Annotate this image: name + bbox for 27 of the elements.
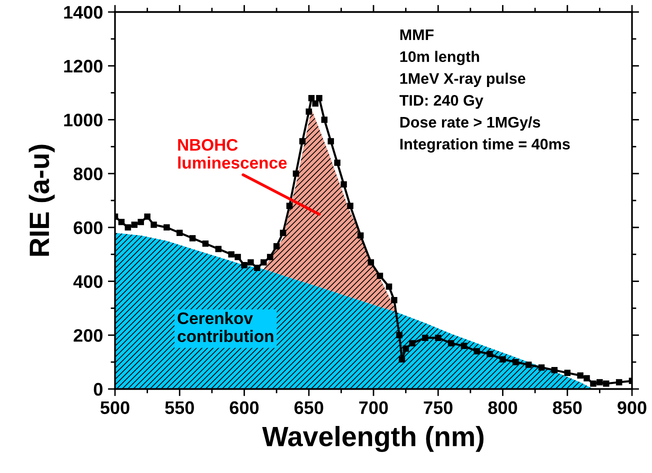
series-label: Cerenkov contribution bbox=[178, 312, 274, 342]
x-tick-label: 600 bbox=[230, 401, 259, 414]
x-tick-label: 500 bbox=[100, 401, 130, 414]
x-tick-label: 800 bbox=[488, 401, 518, 414]
x-axis-title: Wavelength (nm) bbox=[262, 426, 484, 452]
x-tick-label: 900 bbox=[618, 401, 646, 414]
y-tick-label: 400 bbox=[73, 275, 102, 288]
x-tick-label: 700 bbox=[359, 401, 388, 414]
annotation: 10m length bbox=[400, 50, 480, 66]
annotation: 1MeV X-ray pulse bbox=[400, 72, 526, 87]
y-tick-label: 600 bbox=[74, 221, 102, 234]
y-tick-label: 1200 bbox=[64, 60, 102, 73]
y-axis-title: RIE (a-u) bbox=[28, 144, 55, 256]
y-tick-label: 1400 bbox=[64, 6, 102, 19]
x-tick-label: 850 bbox=[552, 401, 582, 414]
series-label: NBOHC luminescence bbox=[178, 138, 287, 169]
y-tick-label: 800 bbox=[74, 168, 102, 180]
annotation: MMF bbox=[400, 30, 434, 40]
annotation: Integration time = 40ms bbox=[400, 138, 570, 153]
x-tick-label: 750 bbox=[424, 401, 452, 414]
y-tick-label: 0 bbox=[94, 382, 102, 396]
x-tick-label: 650 bbox=[294, 401, 324, 414]
y-tick-label: 1000 bbox=[64, 114, 102, 126]
annotation: Dose rate > 1MGy/s bbox=[400, 116, 540, 131]
x-tick-label: 550 bbox=[165, 401, 194, 414]
y-tick-label: 200 bbox=[74, 329, 102, 342]
annotation: TID: 240 Gy bbox=[400, 94, 484, 109]
